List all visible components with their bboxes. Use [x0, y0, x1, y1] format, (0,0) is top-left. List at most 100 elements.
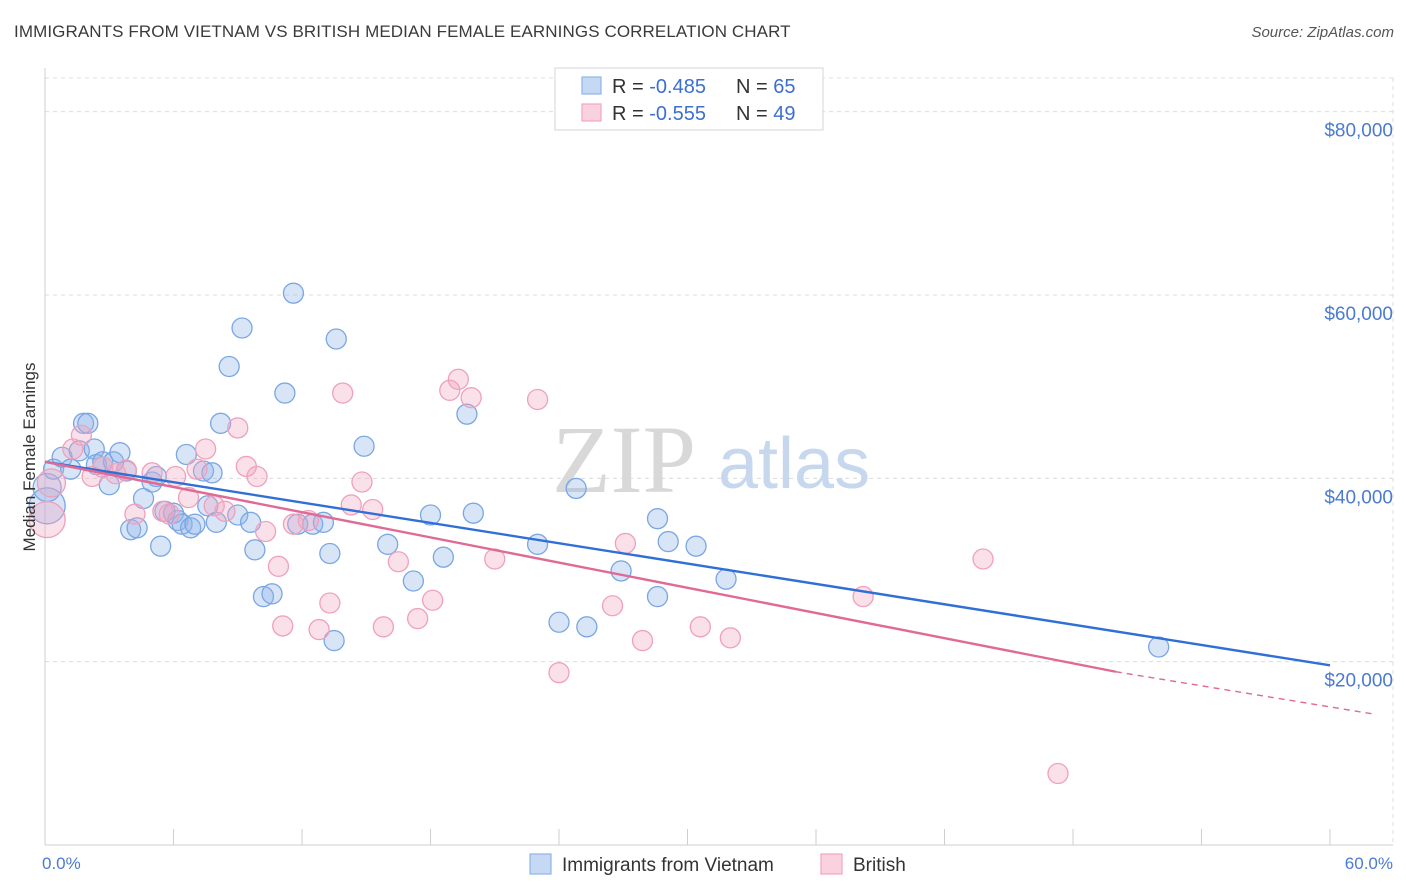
data-point: [177, 486, 200, 509]
data-point: [353, 435, 375, 457]
data-point: [719, 627, 741, 649]
data-point: [272, 615, 294, 637]
trend-line-vietnam: [44, 460, 1331, 667]
series-swatch-british: [820, 853, 843, 875]
y-tick-label: $20,000: [1324, 671, 1393, 692]
data-point: [462, 502, 484, 524]
data-point: [402, 570, 425, 592]
source-credit: Source: ZipAtlas.com: [1251, 24, 1394, 41]
y-tick-label: $80,000: [1324, 121, 1393, 142]
data-point: [548, 662, 570, 684]
series-vietnam-points: [28, 282, 1170, 658]
data-point: [77, 412, 99, 434]
data-point: [184, 513, 206, 535]
data-point: [197, 495, 219, 517]
data-point: [227, 504, 249, 526]
data-point: [372, 616, 395, 638]
data-point: [576, 616, 598, 638]
y-tick-labels: $20,000 $40,000 $60,000 $80,000: [1324, 121, 1393, 692]
data-point: [149, 535, 172, 557]
data-point: [972, 548, 994, 570]
data-point: [456, 403, 478, 425]
x-tick-label: 0.0%: [42, 854, 81, 873]
correlation-legend: R = -0.485 N = 65 R = -0.555 N = 49: [554, 67, 824, 131]
data-point: [439, 379, 461, 401]
legend-n-label: N =: [736, 76, 773, 98]
data-point: [565, 477, 587, 500]
data-point: [323, 629, 345, 652]
y-tick-label: $60,000: [1324, 304, 1393, 325]
data-point: [685, 535, 707, 557]
data-point: [689, 616, 711, 638]
data-point: [548, 611, 570, 633]
watermark-zip: ZIP: [552, 406, 696, 513]
chart-title: IMMIGRANTS FROM VIETNAM VS BRITISH MEDIA…: [14, 22, 791, 41]
data-point: [631, 629, 654, 652]
data-point: [246, 465, 268, 488]
data-point: [205, 511, 227, 533]
y-axis-title: Median Female Earnings: [20, 363, 39, 552]
data-point: [36, 468, 67, 498]
data-point: [419, 504, 442, 526]
data-point: [319, 542, 341, 565]
data-point: [362, 498, 384, 521]
data-point: [124, 503, 146, 525]
data-point: [28, 500, 66, 539]
data-point: [646, 585, 669, 608]
data-point: [214, 500, 236, 522]
data-point: [421, 589, 444, 611]
data-point: [274, 382, 296, 404]
data-point: [126, 517, 148, 539]
data-point: [186, 458, 208, 480]
data-point: [267, 555, 290, 577]
legend-r-label: R =: [612, 76, 649, 98]
data-point: [460, 387, 482, 409]
data-point: [351, 471, 373, 493]
data-point: [1047, 762, 1069, 785]
legend-row-vietnam: R = -0.485 N = 65: [612, 76, 796, 98]
data-point: [28, 487, 66, 525]
data-point: [209, 412, 232, 434]
series-british-points: [28, 368, 1069, 785]
legend-r-label: R =: [612, 103, 649, 125]
data-point: [646, 508, 669, 530]
y-tick-label: $40,000: [1324, 487, 1393, 508]
legend-n-label: N =: [736, 103, 773, 125]
data-point: [325, 328, 347, 350]
data-point: [377, 533, 399, 555]
data-point: [657, 530, 679, 553]
legend-row-british: R = -0.555 N = 49: [612, 103, 796, 125]
data-point: [244, 539, 266, 561]
data-point: [254, 520, 277, 543]
data-point: [218, 355, 240, 378]
watermark: ZIP atlas: [552, 406, 870, 513]
series-label-british: British: [853, 855, 906, 876]
data-point: [252, 585, 275, 608]
x-tick-label: 60.0%: [1345, 854, 1393, 873]
series-swatch-vietnam: [529, 853, 552, 875]
data-point: [282, 282, 305, 304]
legend-swatch-british: [581, 103, 602, 122]
data-point: [319, 592, 341, 614]
axes: [44, 68, 1393, 846]
data-point: [158, 503, 180, 525]
data-point: [231, 317, 253, 339]
data-point: [432, 546, 455, 568]
legend-r-value: -0.485: [649, 76, 706, 98]
data-point: [261, 583, 283, 605]
data-point: [526, 388, 549, 411]
data-point: [308, 618, 330, 641]
data-point: [614, 532, 637, 555]
data-point: [387, 551, 410, 573]
trend-line-british: [44, 460, 1117, 673]
data-point: [227, 417, 249, 439]
data-point: [526, 533, 549, 555]
legend-n-value: 65: [773, 76, 795, 98]
watermark-atlas: atlas: [718, 424, 870, 504]
data-point: [610, 560, 632, 582]
data-point: [332, 382, 354, 404]
legend-swatch-vietnam: [581, 76, 602, 95]
data-point: [194, 438, 217, 460]
x-tick-labels: 0.0% 60.0%: [42, 854, 1393, 873]
